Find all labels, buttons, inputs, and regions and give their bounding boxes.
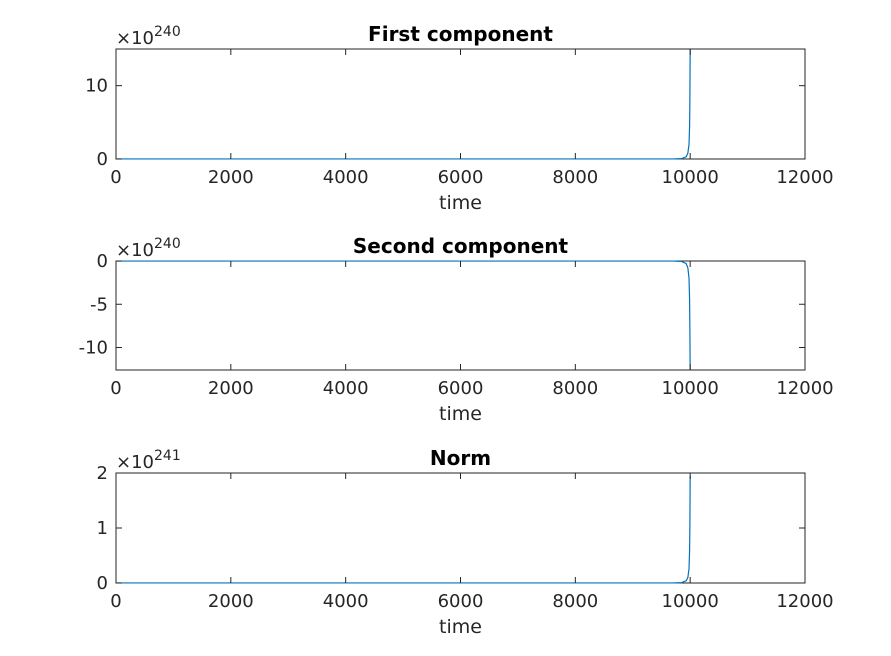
chart-title: Norm bbox=[430, 446, 491, 470]
x-tick-label: 8000 bbox=[552, 378, 598, 399]
subplot-2: 0 2000 4000 6000 8000 10000 12000 -10 -5 0 Second … bbox=[79, 234, 834, 425]
y-tick-label: -5 bbox=[90, 294, 108, 315]
y-axis-exponent: ×10240 bbox=[116, 24, 181, 49]
x-tick-label: 6000 bbox=[438, 591, 484, 612]
plot-area bbox=[115, 48, 806, 160]
y-tick-label: 0 bbox=[97, 149, 108, 170]
y-tick-label: 2 bbox=[97, 463, 108, 484]
x-tick-label: 0 bbox=[110, 378, 121, 399]
plot-area bbox=[115, 472, 806, 584]
y-axis-exponent: ×10241 bbox=[116, 448, 181, 473]
series-line-1 bbox=[116, 48, 691, 160]
x-tick-label: 0 bbox=[110, 591, 121, 612]
x-tick-label: 2000 bbox=[208, 591, 254, 612]
plot-area bbox=[115, 260, 806, 371]
x-axis-label: time bbox=[439, 616, 482, 638]
x-tick-label: 4000 bbox=[323, 378, 369, 399]
x-tick-label: 4000 bbox=[323, 167, 369, 188]
x-tick-label: 0 bbox=[110, 167, 121, 188]
x-tick-label: 8000 bbox=[552, 591, 598, 612]
series-line-1 bbox=[116, 475, 691, 584]
y-tick-label: 10 bbox=[85, 76, 108, 97]
chart-title: First component bbox=[368, 22, 553, 46]
x-tick-label: 6000 bbox=[438, 167, 484, 188]
x-tick-label: 2000 bbox=[208, 167, 254, 188]
series-line-1 bbox=[116, 260, 691, 371]
x-axis-label: time bbox=[439, 403, 482, 425]
x-tick-label: 2000 bbox=[208, 378, 254, 399]
subplot-1: 0 2000 4000 6000 8000 10000 12000 0 10 First comp… bbox=[85, 22, 834, 214]
chart-title: Second component bbox=[353, 234, 569, 258]
x-tick-label: 4000 bbox=[323, 591, 369, 612]
x-tick-label: 6000 bbox=[438, 378, 484, 399]
subplot-3: 0 2000 4000 6000 8000 10000 12000 0 1 2 Norm time ×1… bbox=[97, 446, 834, 638]
y-tick-label: 1 bbox=[97, 518, 108, 539]
x-tick-label: 10000 bbox=[662, 167, 719, 188]
y-tick-label: 0 bbox=[97, 573, 108, 594]
y-tick-label: -10 bbox=[79, 338, 108, 359]
x-tick-label: 8000 bbox=[552, 167, 598, 188]
x-tick-label: 12000 bbox=[776, 378, 833, 399]
x-tick-label: 10000 bbox=[662, 378, 719, 399]
x-tick-label: 10000 bbox=[662, 591, 719, 612]
x-tick-label: 12000 bbox=[776, 591, 833, 612]
x-tick-label: 12000 bbox=[776, 167, 833, 188]
y-tick-label: 0 bbox=[97, 251, 108, 272]
y-axis-exponent: ×10240 bbox=[116, 236, 181, 261]
x-axis-label: time bbox=[439, 192, 482, 214]
